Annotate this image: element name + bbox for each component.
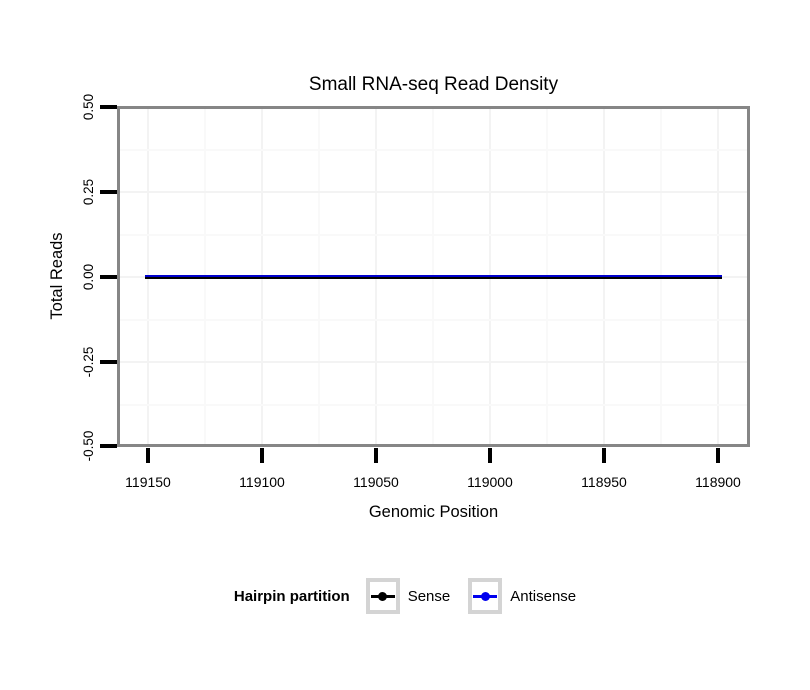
x-tick — [374, 448, 378, 463]
legend-key-sense — [365, 578, 400, 614]
x-tick — [602, 448, 606, 463]
legend-label-antisense: Antisense — [510, 587, 577, 605]
gridline-major-horizontal — [120, 191, 747, 193]
gridline-minor-horizontal — [120, 404, 747, 406]
sense-series-line — [145, 276, 722, 279]
legend: Hairpin partition Sense Antisense — [0, 576, 810, 616]
y-tick — [100, 190, 117, 194]
legend-title: Hairpin partition — [233, 587, 350, 605]
x-tick-label: 118900 — [695, 474, 741, 490]
y-tick — [100, 275, 117, 279]
gridline-minor-horizontal — [120, 234, 747, 236]
y-tick — [100, 444, 117, 448]
antisense-point-icon — [480, 591, 490, 601]
gridline-major-horizontal — [120, 361, 747, 363]
x-tick-label: 119050 — [353, 474, 399, 490]
x-tick-label: 119100 — [239, 474, 285, 490]
x-tick — [716, 448, 720, 463]
chart-title: Small RNA-seq Read Density — [308, 74, 559, 95]
y-tick-label: 0.00 — [80, 263, 96, 291]
y-tick — [100, 360, 117, 364]
y-tick-label: -0.25 — [80, 346, 96, 378]
x-tick — [146, 448, 150, 463]
y-tick-label: -0.50 — [80, 430, 96, 462]
x-tick-label: 118950 — [581, 474, 627, 490]
x-tick-label: 119150 — [125, 474, 171, 490]
y-tick-label: 0.50 — [80, 93, 96, 121]
x-tick-label: 119000 — [467, 474, 513, 490]
x-tick — [260, 448, 264, 463]
y-tick-label: 0.25 — [80, 178, 96, 206]
x-tick — [488, 448, 492, 463]
x-axis-title: Genomic Position — [368, 503, 499, 521]
gridline-minor-horizontal — [120, 319, 747, 321]
sense-point-icon — [378, 591, 388, 601]
legend-key-antisense — [468, 578, 503, 614]
gridline-minor-horizontal — [120, 149, 747, 151]
legend-label-sense: Sense — [407, 587, 451, 605]
y-tick — [100, 105, 117, 109]
y-axis-title: Total Reads — [47, 232, 66, 320]
